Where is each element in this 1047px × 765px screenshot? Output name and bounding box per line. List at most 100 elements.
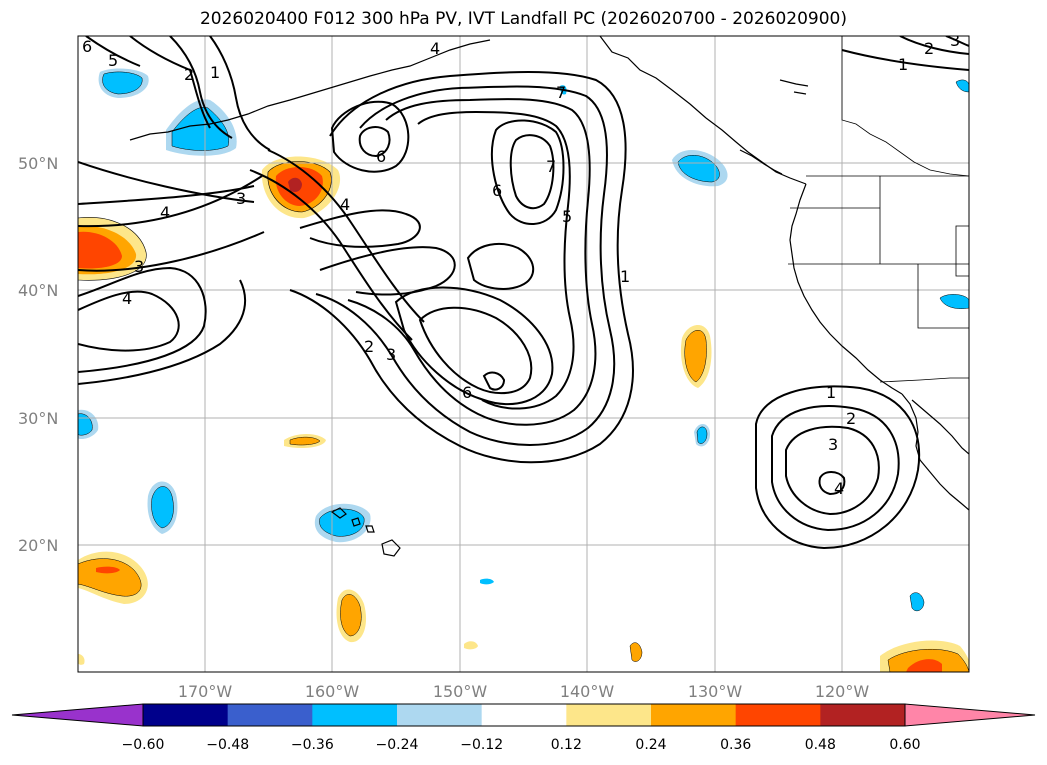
label-c2: 2 xyxy=(364,337,374,356)
colorbar-tick: −0.48 xyxy=(206,737,249,753)
colorbar-tick: 0.24 xyxy=(635,737,666,753)
label-s3: 3 xyxy=(828,435,838,454)
contour-nw1 xyxy=(85,36,141,67)
label-w3b: 3 xyxy=(134,257,144,276)
contour-c2 xyxy=(315,85,616,446)
west-coast xyxy=(789,183,903,395)
shade-bspeck1 xyxy=(909,592,925,612)
shade-speck1 xyxy=(629,642,643,662)
borders xyxy=(788,36,969,383)
contour-nw4 xyxy=(209,36,271,151)
map-title: 2026020400 F012 300 hPa PV, IVT Landfall… xyxy=(199,9,847,29)
contour-c-lobe xyxy=(418,306,533,395)
label-s4: 4 xyxy=(834,479,844,498)
ca-nv xyxy=(917,264,969,329)
colorbar-tick: 0.60 xyxy=(889,737,920,753)
longitude-labels: 170°W 160°W 150°W 140°W 130°W 120°W xyxy=(178,682,870,701)
label-ne1: 1 xyxy=(898,55,908,74)
colorbar-segment xyxy=(566,704,652,726)
shade-center-darkred xyxy=(288,177,302,192)
colorbar-tick: −0.60 xyxy=(122,737,165,753)
lon-label-150w: 150°W xyxy=(433,682,488,701)
lon-label-160w: 160°W xyxy=(305,682,360,701)
contour-ne2 xyxy=(899,36,969,55)
lon-label-140w: 140°W xyxy=(560,682,615,701)
label-w2: 2 xyxy=(184,65,194,84)
vancouver-island xyxy=(739,149,783,175)
colorbar-segments xyxy=(11,703,1036,727)
shade-bspeck2 xyxy=(939,294,969,309)
contour-c-loop6 xyxy=(358,126,391,158)
shade-nw-blue4 xyxy=(171,106,230,151)
colorbar-segment xyxy=(312,704,398,726)
shade-speck2 xyxy=(464,641,478,650)
label-c6b: 6 xyxy=(492,181,502,200)
contour-labels: 6 5 2 1 4 3 3 4 6 4 6 7 5 2 3 6 4 7 1 2 … xyxy=(82,31,960,498)
colorbar-tick: 0.12 xyxy=(551,737,582,753)
label-c4b: 4 xyxy=(430,39,440,58)
label-w4b: 4 xyxy=(122,289,132,308)
pv-shading xyxy=(78,68,969,672)
contour-c-inner2 xyxy=(319,246,456,296)
contour-c6 xyxy=(509,134,555,210)
lon-label-120w: 120°W xyxy=(815,682,870,701)
label-w3: 3 xyxy=(236,189,246,208)
shade-ne-blue2 xyxy=(677,155,720,183)
shade-bspeck3 xyxy=(480,578,494,585)
colorbar-segment xyxy=(651,704,737,726)
shade-28n2 xyxy=(289,436,321,446)
label-w5: 5 xyxy=(108,51,118,70)
contour-c-long xyxy=(267,149,425,323)
baja-inner xyxy=(911,399,969,455)
label-c7b: 7 xyxy=(556,83,566,102)
contour-s1 xyxy=(755,385,920,550)
colorbar: −0.60 −0.48 −0.36 −0.24 −0.12 0.12 0.24 … xyxy=(11,703,1036,753)
colorbar-ticks: −0.60 −0.48 −0.36 −0.24 −0.12 0.12 0.24 … xyxy=(122,737,921,753)
pc-contours xyxy=(78,36,969,550)
label-c1: 1 xyxy=(620,267,630,286)
contour-c-small7 xyxy=(482,371,506,391)
contour-s4 xyxy=(818,471,846,496)
contour-c4 xyxy=(417,110,575,410)
contour-s3 xyxy=(785,425,880,516)
label-s2: 2 xyxy=(846,409,856,428)
contour-c5 xyxy=(490,119,565,225)
gridlines xyxy=(78,36,969,672)
colorbar-segment xyxy=(397,704,483,726)
shade-se3 xyxy=(906,659,942,672)
label-s1: 1 xyxy=(826,383,836,402)
label-c3: 3 xyxy=(386,345,396,364)
shade-mideast2 xyxy=(684,330,707,383)
label-ne2: 2 xyxy=(924,39,934,58)
shade-speck3 xyxy=(78,654,85,665)
lat-label-30: 30°N xyxy=(18,409,58,428)
canada-alaska-border xyxy=(841,36,969,177)
lon-label-170w: 170°W xyxy=(178,682,233,701)
colorbar-tick: −0.24 xyxy=(376,737,419,753)
label-c6c: 6 xyxy=(462,383,472,402)
contour-w4a xyxy=(78,185,255,205)
colorbar-segment xyxy=(227,704,313,726)
colorbar-frame xyxy=(142,703,906,727)
label-ne3: 3 xyxy=(950,31,960,50)
contour-w4b xyxy=(78,161,255,203)
plot-frame xyxy=(77,35,970,673)
shade-s160b xyxy=(340,594,362,637)
colorbar-segment xyxy=(820,704,906,726)
shade-sw3 xyxy=(96,566,120,574)
colorbar-tick: 0.36 xyxy=(720,737,751,753)
label-c4: 4 xyxy=(340,195,350,214)
contour-ne3 xyxy=(945,36,969,47)
contour-c3 xyxy=(347,98,597,426)
colorbar-tick: −0.36 xyxy=(291,737,334,753)
label-w1: 1 xyxy=(210,63,220,82)
aleutians xyxy=(129,39,491,141)
colorbar-segment xyxy=(143,704,229,726)
shade-23n2 xyxy=(151,486,174,529)
contour-nw2 xyxy=(129,36,211,129)
latitude-labels: 50°N 40°N 30°N 20°N xyxy=(18,154,58,555)
shade-east-blue2 xyxy=(696,426,708,444)
shade-west-red xyxy=(78,231,122,269)
ak-inlet1 xyxy=(779,79,809,87)
